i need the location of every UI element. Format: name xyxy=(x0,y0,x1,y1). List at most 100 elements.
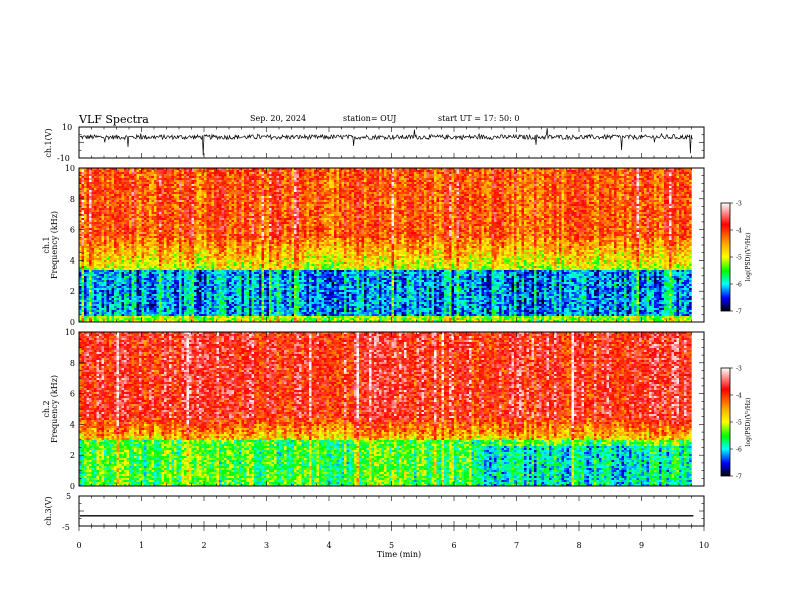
spectrogram-cell xyxy=(436,198,440,201)
spectrogram-cell xyxy=(524,176,527,179)
spectrogram-cell xyxy=(246,168,250,171)
spectrogram-cell xyxy=(144,174,147,177)
spectrogram-cell xyxy=(121,188,125,191)
spectrogram-cell xyxy=(379,182,382,185)
spectrogram-cell xyxy=(546,168,550,171)
spectrogram-cell xyxy=(84,184,87,187)
spectrogram-cell xyxy=(129,174,132,177)
spectrogram-cell xyxy=(611,200,615,203)
spectrogram-cell xyxy=(524,202,527,205)
spectrogram-cell xyxy=(381,190,385,193)
spectrogram-cell xyxy=(136,172,140,175)
spectrogram-cell xyxy=(479,192,482,195)
spectrogram-cell xyxy=(354,170,357,173)
spectrogram-cell xyxy=(134,186,137,189)
spectrogram-cell xyxy=(329,174,332,177)
spectrogram-cell xyxy=(539,192,542,195)
spectrogram-cell xyxy=(404,172,407,175)
spectrogram-cell xyxy=(431,170,435,173)
spectrogram-cell xyxy=(164,178,167,181)
spectrogram-cell xyxy=(334,194,337,197)
spectrogram-cell xyxy=(221,184,225,187)
spectrogram-cell xyxy=(124,206,127,209)
spectrogram-cell xyxy=(321,206,325,209)
spectrogram-cell xyxy=(664,186,667,189)
spectrogram-cell xyxy=(549,202,552,205)
spectrogram-cell xyxy=(454,202,457,205)
spectrogram-cell xyxy=(489,184,492,187)
spectrogram-cell xyxy=(651,186,655,189)
spectrogram-cell xyxy=(479,184,482,187)
spectrogram-cell xyxy=(119,188,122,191)
spectrogram-cell xyxy=(404,178,407,181)
spectrogram-cell xyxy=(199,196,202,199)
spectrogram-cell xyxy=(181,194,185,197)
spectrogram-cell xyxy=(344,198,347,201)
spectrogram-cell xyxy=(489,168,492,171)
spectrogram-cell xyxy=(296,192,300,195)
spectrogram-cell xyxy=(209,206,212,209)
spectrogram-cell xyxy=(619,184,622,187)
spectrogram-cell xyxy=(596,170,600,173)
spectrogram-cell xyxy=(191,174,195,177)
spectrogram-cell xyxy=(156,168,160,171)
spectrogram-cell xyxy=(436,190,440,193)
spectrogram-cell xyxy=(91,168,95,171)
spectrogram-cell xyxy=(209,174,212,177)
spectrogram-cell xyxy=(666,190,670,193)
spectrogram-cell xyxy=(404,192,407,195)
spectrogram-cell xyxy=(679,172,682,175)
spectrogram-cell xyxy=(514,186,517,189)
spectrogram-cell xyxy=(101,182,105,185)
spectrogram-cell xyxy=(599,170,602,173)
spectrogram-cell xyxy=(674,192,677,195)
spectrogram-cell xyxy=(99,186,102,189)
spectrogram-cell xyxy=(276,172,280,175)
spectrogram-cell xyxy=(174,184,177,187)
spectrogram-cell xyxy=(111,174,115,177)
spectrogram-cell xyxy=(236,202,240,205)
spectrogram-cell xyxy=(514,204,517,207)
spectrogram-cell xyxy=(451,196,455,199)
spectrogram-cell xyxy=(116,198,120,201)
spectrogram-cell xyxy=(266,190,270,193)
spectrogram-cell xyxy=(156,180,160,183)
spectrogram-cell xyxy=(599,172,602,175)
spectrogram-cell xyxy=(334,182,337,185)
spectrogram-cell xyxy=(94,204,97,207)
spectrogram-cell xyxy=(551,196,555,199)
spectrogram-cell xyxy=(129,202,132,205)
spectrogram-cell xyxy=(341,180,345,183)
spectrogram-cell xyxy=(236,172,240,175)
spectrogram-cell xyxy=(611,188,615,191)
spectrogram-cell xyxy=(471,194,475,197)
spectrogram-cell xyxy=(304,192,307,195)
spectrogram-cell xyxy=(496,196,500,199)
spectrogram-cell xyxy=(546,206,550,209)
spectrogram-cell xyxy=(609,196,612,199)
spectrogram-cell xyxy=(169,202,172,205)
spectrogram-cell xyxy=(664,188,667,191)
spectrogram-cell xyxy=(156,200,160,203)
spectrogram-cell xyxy=(196,168,200,171)
spectrogram-cell xyxy=(119,194,122,197)
spectrogram-cell xyxy=(586,192,590,195)
spectrogram-cell xyxy=(391,178,395,181)
spectrogram-cell xyxy=(224,168,227,171)
spectrogram-cell xyxy=(659,194,662,197)
spectrogram-cell xyxy=(549,186,552,189)
spectrogram-cell xyxy=(566,174,570,177)
spectrogram-cell xyxy=(411,190,415,193)
spectrogram-cell xyxy=(446,180,450,183)
spectrogram-cell xyxy=(666,182,670,185)
spectrogram-cell xyxy=(561,190,565,193)
spectrogram-cell xyxy=(119,174,122,177)
spectrogram-cell xyxy=(264,174,267,177)
spectrogram-cell xyxy=(174,202,177,205)
spectrogram-cell xyxy=(544,188,547,191)
spectrogram-cell xyxy=(561,202,565,205)
spectrogram-cell xyxy=(196,174,200,177)
spectrogram-cell xyxy=(656,190,660,193)
spectrogram-cell xyxy=(279,176,282,179)
spectrogram-cell xyxy=(376,174,380,177)
